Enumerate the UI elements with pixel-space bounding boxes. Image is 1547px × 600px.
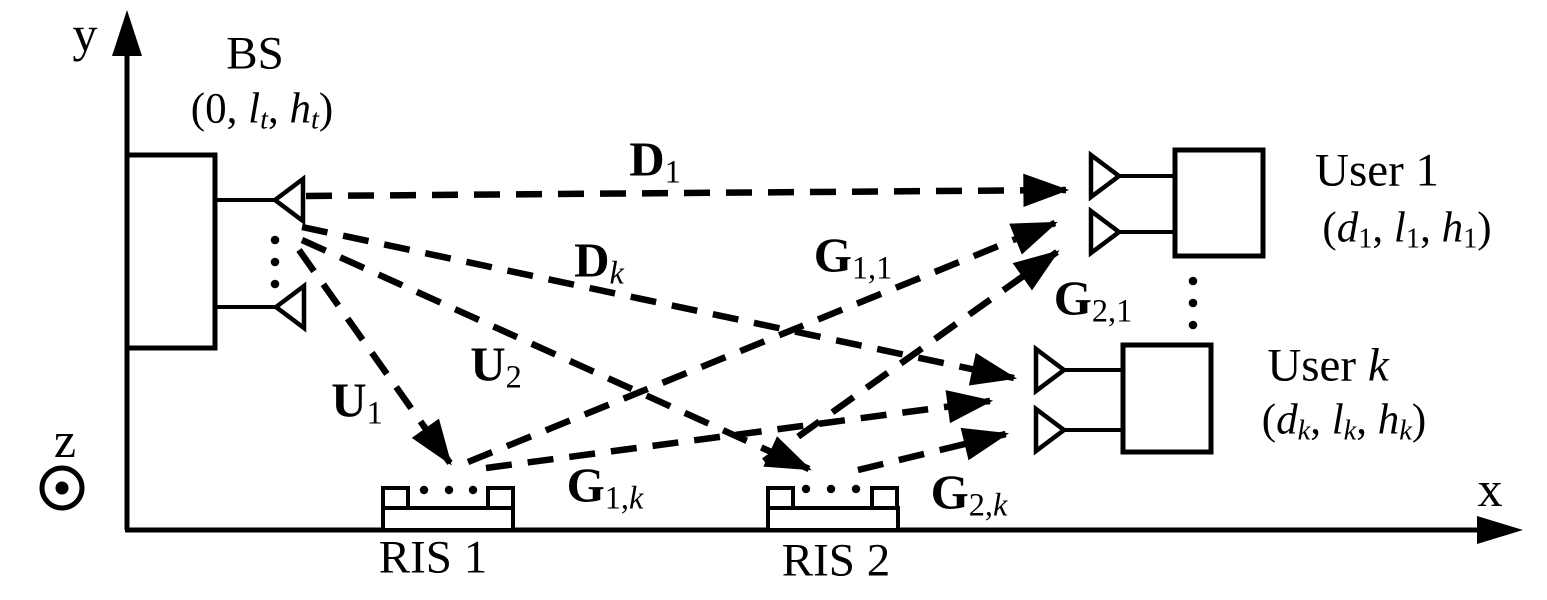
ris1-base bbox=[381, 506, 515, 532]
x-axis-arrowhead-icon bbox=[1477, 516, 1523, 544]
ris1-ellipsis-dot bbox=[419, 485, 429, 495]
link-dk bbox=[301, 223, 1018, 386]
link-g11 bbox=[466, 219, 1058, 466]
ris1-element-left bbox=[381, 486, 410, 510]
ris2-ellipsis-dot bbox=[851, 484, 861, 494]
channel-label-u1: U1 bbox=[331, 372, 383, 431]
bs-box bbox=[124, 152, 218, 351]
userk-antenna-icon-top bbox=[1033, 344, 1068, 396]
bs-antenna-ellipsis-dot bbox=[270, 257, 280, 267]
z-axis-dot-icon bbox=[55, 481, 69, 495]
bs-antenna-ellipsis-dot bbox=[270, 235, 280, 245]
ris2-label: RIS 2 bbox=[781, 534, 891, 587]
bs-title: BS bbox=[226, 27, 284, 80]
ris1-label: RIS 1 bbox=[378, 531, 488, 584]
link-g21 bbox=[762, 249, 1060, 464]
users-ellipsis-dot bbox=[1188, 298, 1198, 308]
link-u1 bbox=[296, 248, 453, 466]
channel-label-dk: Dk bbox=[574, 232, 624, 291]
channel-label-g11: G1,1 bbox=[813, 227, 893, 286]
bs-antenna-icon-top bbox=[271, 174, 306, 226]
y-axis-label: y bbox=[72, 6, 98, 62]
user1-title: User 1 bbox=[1315, 144, 1439, 197]
channel-label-g21: G2,1 bbox=[1053, 270, 1133, 329]
bs-coordinates: (0, lt, ht) bbox=[190, 85, 334, 136]
users-ellipsis-dot bbox=[1188, 276, 1198, 286]
z-axis-out-of-plane-icon bbox=[39, 465, 85, 511]
ris2-element-left bbox=[766, 486, 795, 510]
bs-antenna-icon-bottom bbox=[272, 281, 307, 333]
channel-label-u2: U2 bbox=[470, 336, 522, 395]
ris2-ellipsis-dot bbox=[826, 484, 836, 494]
ris1-element-right bbox=[486, 486, 515, 510]
z-axis-label: z bbox=[53, 412, 77, 468]
user1-antenna-icon-top bbox=[1088, 150, 1123, 202]
users-ellipsis-dot bbox=[1188, 320, 1198, 330]
ris2-element-right bbox=[870, 486, 899, 510]
ris2-ellipsis-dot bbox=[801, 484, 811, 494]
ris1-ellipsis-dot bbox=[468, 485, 478, 495]
ris1-ellipsis-dot bbox=[444, 485, 454, 495]
x-axis-label: x bbox=[1477, 461, 1503, 517]
bs-antenna-ellipsis-dot bbox=[270, 279, 280, 289]
userk-coordinates: (dk, lk, hk) bbox=[1261, 396, 1427, 447]
y-axis-arrowhead-icon bbox=[112, 10, 142, 56]
channel-label-d1: D1 bbox=[629, 131, 681, 190]
user1-coordinates: (d1, l1, h1) bbox=[1322, 204, 1492, 255]
channel-label-g2k: G2,k bbox=[930, 464, 1008, 523]
link-g1k bbox=[485, 390, 994, 472]
ris2-base bbox=[766, 506, 900, 532]
channel-label-g1k: G1,k bbox=[566, 457, 644, 516]
user1-box bbox=[1172, 147, 1266, 259]
user1-antenna-icon-bottom bbox=[1088, 206, 1123, 258]
userk-title: User k bbox=[1267, 339, 1389, 392]
link-g2k bbox=[857, 427, 1010, 474]
link-d1 bbox=[305, 173, 1070, 208]
link-u2 bbox=[300, 237, 812, 472]
userk-box bbox=[1120, 342, 1214, 455]
userk-antenna-icon-bottom bbox=[1033, 404, 1068, 456]
